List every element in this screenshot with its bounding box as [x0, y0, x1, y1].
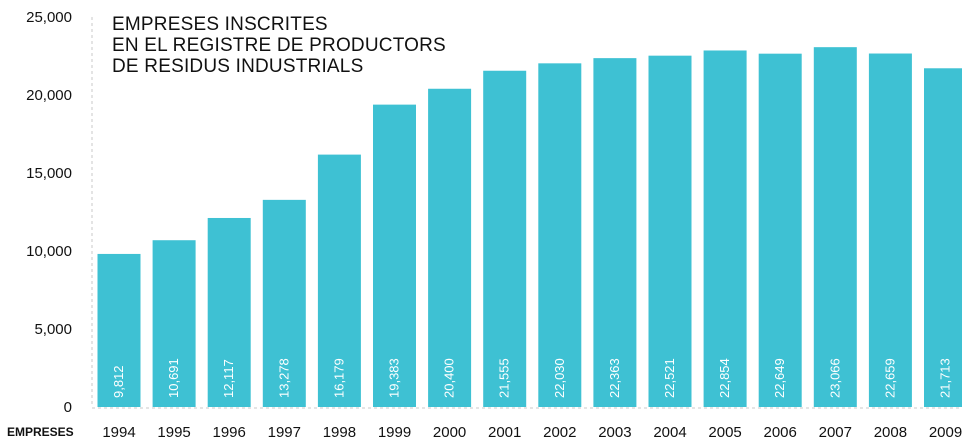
x-tick-label: 1998: [323, 424, 356, 441]
x-tick-label: 2000: [433, 424, 466, 441]
bar: [317, 154, 361, 407]
chart-title-line-1: EMPRESES INSCRITES: [112, 14, 328, 35]
bar: [593, 58, 637, 407]
bar: [868, 53, 912, 408]
bar-value-label: 22,854: [717, 358, 732, 398]
x-tick-label: 1994: [102, 424, 135, 441]
bar: [97, 253, 141, 407]
bar: [373, 104, 416, 408]
bar-value-label: 22,030: [552, 358, 567, 398]
x-tick-label: 2002: [543, 424, 576, 441]
x-tick-label: 2008: [874, 424, 907, 441]
bar: [262, 199, 306, 407]
bar: [207, 217, 251, 407]
y-tick-label: 25,000: [26, 9, 72, 26]
axis-layer: 0 5,000 10,000 15,000 20,000 25,000 EMPRESES: [7, 9, 962, 439]
labels-layer: 9,812 1994 10,691 1995 12,117 1996 13,278 1997 1…: [102, 358, 962, 441]
bar: [924, 68, 962, 408]
bar: [648, 55, 692, 408]
chart-title-line-2: EN EL REGISTRE DE PRODUCTORS: [112, 35, 446, 56]
bar-value-label: 16,179: [331, 358, 346, 398]
x-tick-label: 2009: [929, 424, 962, 441]
bar-value-label: 13,278: [276, 358, 291, 398]
bar: [538, 63, 582, 407]
bar-value-label: 21,713: [938, 358, 953, 398]
bar: [483, 70, 527, 407]
bar-value-label: 22,649: [772, 358, 787, 398]
bar: [758, 53, 802, 407]
bar-value-label: 23,066: [827, 358, 842, 398]
x-tick-label: 2006: [764, 424, 797, 441]
y-tick-label: 0: [64, 399, 72, 416]
bar-value-label: 12,117: [221, 359, 236, 398]
x-tick-label: 2007: [819, 424, 852, 441]
x-tick-label: 2003: [598, 424, 631, 441]
bar-value-label: 20,400: [442, 358, 457, 398]
x-tick-label: 1996: [213, 424, 246, 441]
bar-value-label: 10,691: [166, 358, 181, 398]
x-tick-label: 2005: [708, 424, 741, 441]
x-tick-label: 1999: [378, 424, 411, 441]
bar-value-label: 22,521: [662, 358, 677, 398]
x-tick-label: 2001: [488, 424, 521, 441]
bar: [152, 240, 196, 407]
bar-value-label: 22,659: [882, 358, 897, 398]
bars-layer: [97, 47, 962, 408]
bar-value-label: 22,363: [607, 358, 622, 398]
y-tick-label: 5,000: [34, 321, 72, 338]
x-tick-label: 1995: [157, 424, 190, 441]
bar-value-label: 19,383: [387, 358, 402, 398]
chart-title: EMPRESES INSCRITES EN EL REGISTRE DE PRO…: [112, 14, 446, 77]
bar-value-label: 21,555: [497, 358, 512, 398]
y-tick-label: 10,000: [26, 243, 72, 260]
chart-title-line-3: DE RESIDUS INDUSTRIALS: [112, 56, 364, 77]
y-tick-label: 15,000: [26, 165, 72, 182]
x-tick-label: 1997: [268, 424, 301, 441]
bar: [428, 88, 472, 407]
x-tick-label: 2004: [653, 424, 686, 441]
bar-value-label: 9,812: [111, 365, 126, 398]
x-axis-label: EMPRESES: [7, 425, 74, 439]
y-tick-label: 20,000: [26, 87, 72, 104]
bar: [703, 50, 747, 407]
bar: [813, 47, 857, 407]
